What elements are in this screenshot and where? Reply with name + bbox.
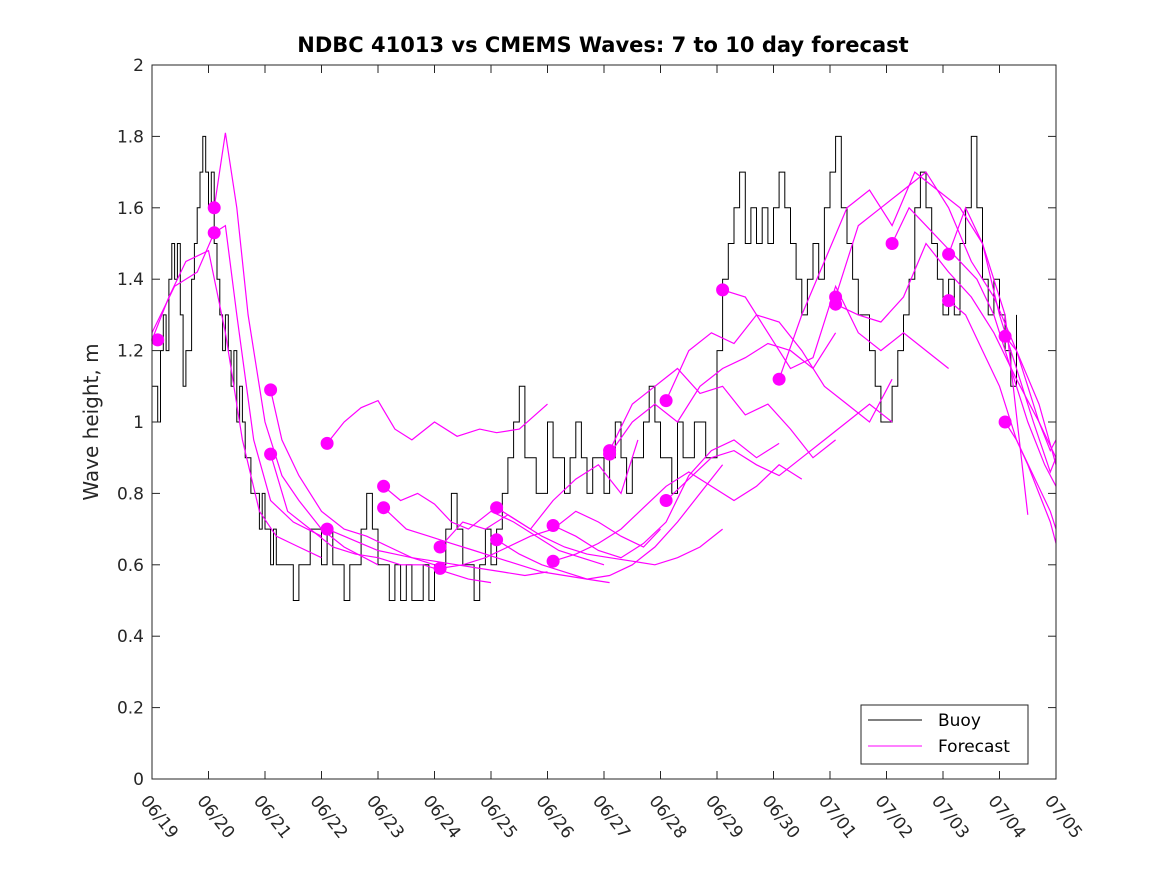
forecast-line [151, 249, 322, 559]
forecast-line [552, 439, 780, 559]
forecast-point [829, 297, 843, 311]
forecast-line [496, 507, 723, 566]
y-tick-label: 1 [133, 413, 144, 433]
forecast-line [270, 389, 435, 566]
forecast-line [552, 464, 803, 562]
forecast-line [326, 399, 548, 444]
forecast-point [320, 436, 334, 450]
forecast-point [377, 501, 391, 515]
legend-buoy-label: Buoy [938, 711, 981, 731]
forecast-line [948, 300, 1057, 530]
legend-box [860, 704, 1029, 765]
forecast-point [772, 372, 786, 386]
forecast-point [490, 533, 504, 547]
y-tick-label: 1.4 [117, 270, 144, 290]
forecast-line [496, 464, 724, 580]
y-tick-label: 0.6 [117, 556, 144, 576]
forecast-point [716, 283, 730, 297]
forecast-point [320, 522, 334, 536]
y-axis: 0 0.2 0.4 0.6 0.8 1 1.2 1.4 1.6 1.8 2 [117, 56, 1056, 790]
y-tick-label: 2 [133, 56, 144, 76]
forecast-line [326, 528, 548, 577]
y-axis-label: Wave height, m [79, 343, 103, 500]
forecast-line [665, 403, 893, 501]
forecast-point [433, 540, 447, 554]
forecast-point [264, 447, 278, 461]
legend: Buoy Forecast [860, 704, 1029, 765]
legend-forecast-label: Forecast [938, 737, 1010, 757]
y-tick-label: 0.8 [117, 484, 144, 504]
forecast-point [942, 294, 956, 308]
forecast-line [665, 314, 893, 423]
forecast-point [433, 561, 447, 575]
y-tick-label: 1.8 [117, 127, 144, 147]
forecast-line [151, 224, 322, 537]
forecast-point [885, 237, 899, 250]
y-tick-label: 1.2 [117, 342, 144, 362]
forecast-point [207, 201, 221, 215]
plot-area [152, 65, 1056, 779]
forecast-line [609, 332, 837, 455]
forecast-line [1004, 335, 1057, 453]
forecast-point [603, 447, 617, 461]
forecast-line [722, 284, 949, 370]
forecast-line [609, 367, 836, 459]
forecast-point [659, 394, 673, 408]
forecast-line [1004, 421, 1057, 544]
forecast-point [490, 501, 504, 515]
forecast-point [998, 329, 1012, 343]
forecast-point [207, 226, 221, 240]
forecast-line [439, 439, 639, 548]
y-tick-label: 0.2 [117, 699, 144, 719]
forecast-point [377, 479, 391, 493]
forecast-point [546, 519, 560, 532]
forecast-point [998, 415, 1012, 429]
y-tick-label: 1.6 [117, 199, 144, 219]
forecast-init-points [151, 201, 1012, 575]
y-tick-label: 0 [133, 770, 144, 790]
forecast-point [942, 247, 956, 261]
y-tick-label: 0.4 [117, 627, 144, 647]
forecast-line [383, 485, 605, 566]
forecast-line [383, 507, 610, 584]
forecast-line [270, 453, 492, 584]
forecast-line [778, 171, 1029, 515]
forecast-point [264, 383, 278, 397]
forecast-line [835, 171, 1057, 465]
forecast-line [891, 206, 1057, 487]
forecast-point [659, 494, 673, 507]
chart-title: NDBC 41013 vs CMEMS Waves: 7 to 10 day f… [297, 33, 908, 57]
forecast-point [151, 333, 165, 347]
forecast-point [546, 554, 560, 568]
